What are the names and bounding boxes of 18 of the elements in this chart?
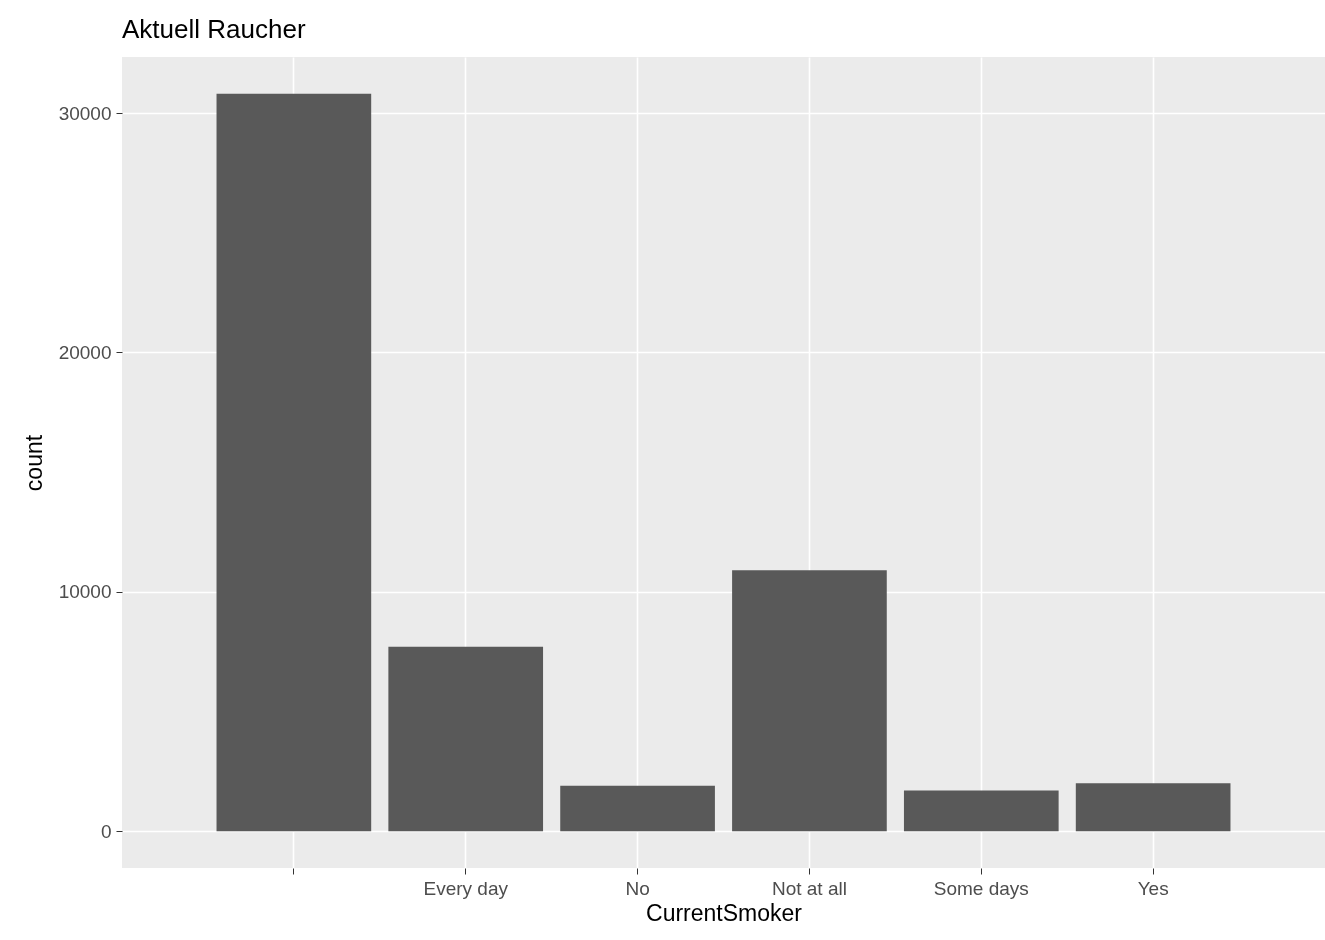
bar [388,646,544,832]
bar [1075,783,1231,832]
x-tick-label: Not at all [771,877,847,899]
x-tick-label: No [625,877,650,899]
y-tick-label: 10000 [58,581,112,603]
x-tick-label: Some days [933,877,1029,899]
y-axis-title: count [20,434,47,492]
y-tick-label: 30000 [58,102,112,124]
bar [216,93,372,832]
chart-title: Aktuell Raucher [122,14,306,44]
y-tick-label: 0 [100,820,112,842]
x-axis-title: CurrentSmoker [646,899,803,926]
x-tick-label: Every day [423,877,509,899]
bar [560,785,715,832]
x-tick-label: Yes [1137,877,1169,899]
bar [732,570,887,832]
y-tick-label: 20000 [58,341,112,363]
bar [903,790,1059,832]
